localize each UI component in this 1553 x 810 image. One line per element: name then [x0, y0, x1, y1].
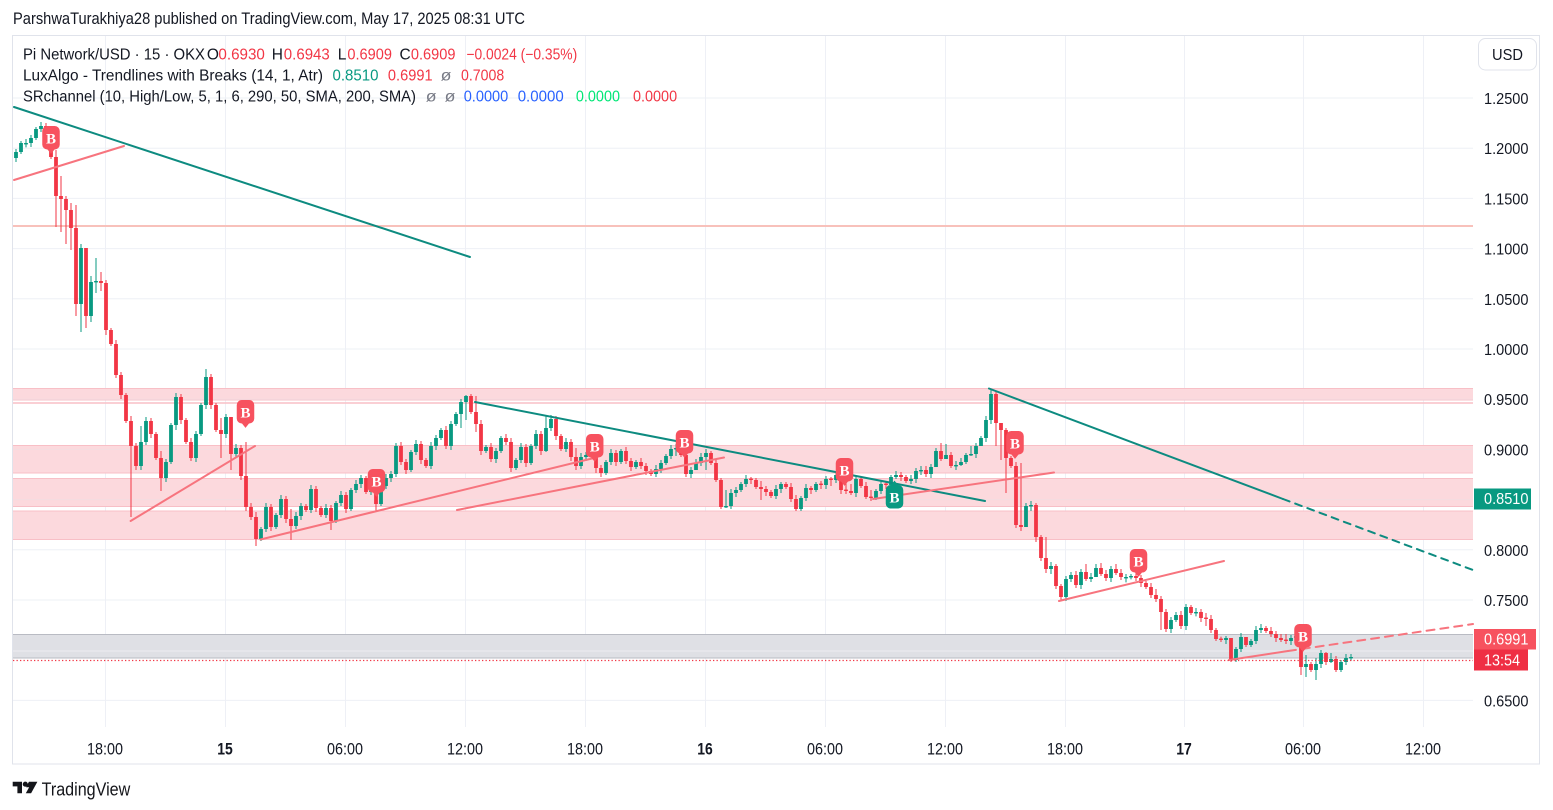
svg-text:16: 16 [697, 741, 713, 759]
svg-text:H: H [272, 47, 283, 64]
svg-text:SRchannel (10, High/Low, 5, 1,: SRchannel (10, High/Low, 5, 1, 6, 290, 5… [23, 89, 416, 106]
svg-text:C: C [400, 47, 411, 64]
svg-text:1.0500: 1.0500 [1484, 292, 1529, 309]
svg-text:0.8510: 0.8510 [333, 68, 379, 85]
svg-text:12:00: 12:00 [927, 741, 963, 759]
svg-text:13:54: 13:54 [1484, 653, 1520, 670]
svg-text:B: B [679, 435, 689, 451]
svg-text:18:00: 18:00 [1047, 741, 1083, 759]
svg-text:B: B [1133, 554, 1143, 570]
svg-text:B: B [839, 463, 849, 479]
svg-text:−0.0024 (−0.35%): −0.0024 (−0.35%) [466, 47, 577, 64]
svg-text:ø: ø [441, 68, 452, 85]
svg-text:0.6500: 0.6500 [1484, 693, 1529, 710]
svg-text:12:00: 12:00 [447, 741, 483, 759]
svg-text:B: B [1298, 629, 1308, 645]
svg-text:0.7008: 0.7008 [461, 68, 504, 85]
svg-text:1.2500: 1.2500 [1484, 91, 1529, 108]
svg-text:0.6991: 0.6991 [388, 68, 433, 85]
svg-text:0.6909: 0.6909 [347, 47, 392, 64]
svg-text:0.7500: 0.7500 [1484, 593, 1529, 610]
svg-text:B: B [46, 131, 56, 147]
svg-text:0.8510: 0.8510 [1484, 491, 1529, 508]
svg-text:0.9500: 0.9500 [1484, 392, 1529, 409]
svg-text:LuxAlgo - Trendlines with Brea: LuxAlgo - Trendlines with Breaks (14, 1,… [23, 68, 323, 85]
svg-text:06:00: 06:00 [807, 741, 843, 759]
svg-text:18:00: 18:00 [87, 741, 123, 759]
svg-text:0.8000: 0.8000 [1484, 543, 1529, 560]
svg-text:ParshwaTurakhiya28 published o: ParshwaTurakhiya28 published on TradingV… [13, 10, 525, 28]
svg-text:1.1500: 1.1500 [1484, 191, 1529, 208]
svg-text:17: 17 [1176, 741, 1192, 759]
svg-text:0.9000: 0.9000 [1484, 442, 1529, 459]
svg-text:B: B [371, 474, 381, 490]
svg-text:B: B [889, 490, 899, 506]
svg-text:1.1000: 1.1000 [1484, 242, 1529, 259]
svg-text:12:00: 12:00 [1405, 741, 1441, 759]
svg-text:ø: ø [445, 89, 456, 106]
svg-text:O: O [207, 47, 219, 64]
svg-text:1.2000: 1.2000 [1484, 141, 1529, 158]
svg-text:0.0000: 0.0000 [633, 89, 677, 106]
svg-text:1.0000: 1.0000 [1484, 342, 1529, 359]
svg-text:B: B [590, 439, 600, 455]
svg-text:0.6909: 0.6909 [411, 47, 456, 64]
svg-text:TradingView: TradingView [42, 778, 131, 799]
svg-text:L: L [338, 47, 347, 64]
svg-text:0.0000: 0.0000 [518, 89, 564, 106]
svg-text:0.6991: 0.6991 [1484, 632, 1529, 649]
svg-text:0.6943: 0.6943 [284, 47, 330, 64]
svg-text:ø: ø [426, 89, 437, 106]
svg-text:USD: USD [1492, 47, 1523, 64]
svg-text:Pi Network/USD · 15 · OKX: Pi Network/USD · 15 · OKX [23, 47, 206, 64]
svg-text:06:00: 06:00 [1285, 741, 1321, 759]
svg-text:06:00: 06:00 [327, 741, 363, 759]
svg-text:B: B [240, 405, 250, 421]
svg-text:18:00: 18:00 [567, 741, 603, 759]
svg-text:0.6930: 0.6930 [218, 47, 265, 64]
svg-text:15: 15 [217, 741, 233, 759]
svg-text:0.0000: 0.0000 [464, 89, 509, 106]
svg-text:B: B [1010, 436, 1020, 452]
svg-text:0.0000: 0.0000 [576, 89, 620, 106]
